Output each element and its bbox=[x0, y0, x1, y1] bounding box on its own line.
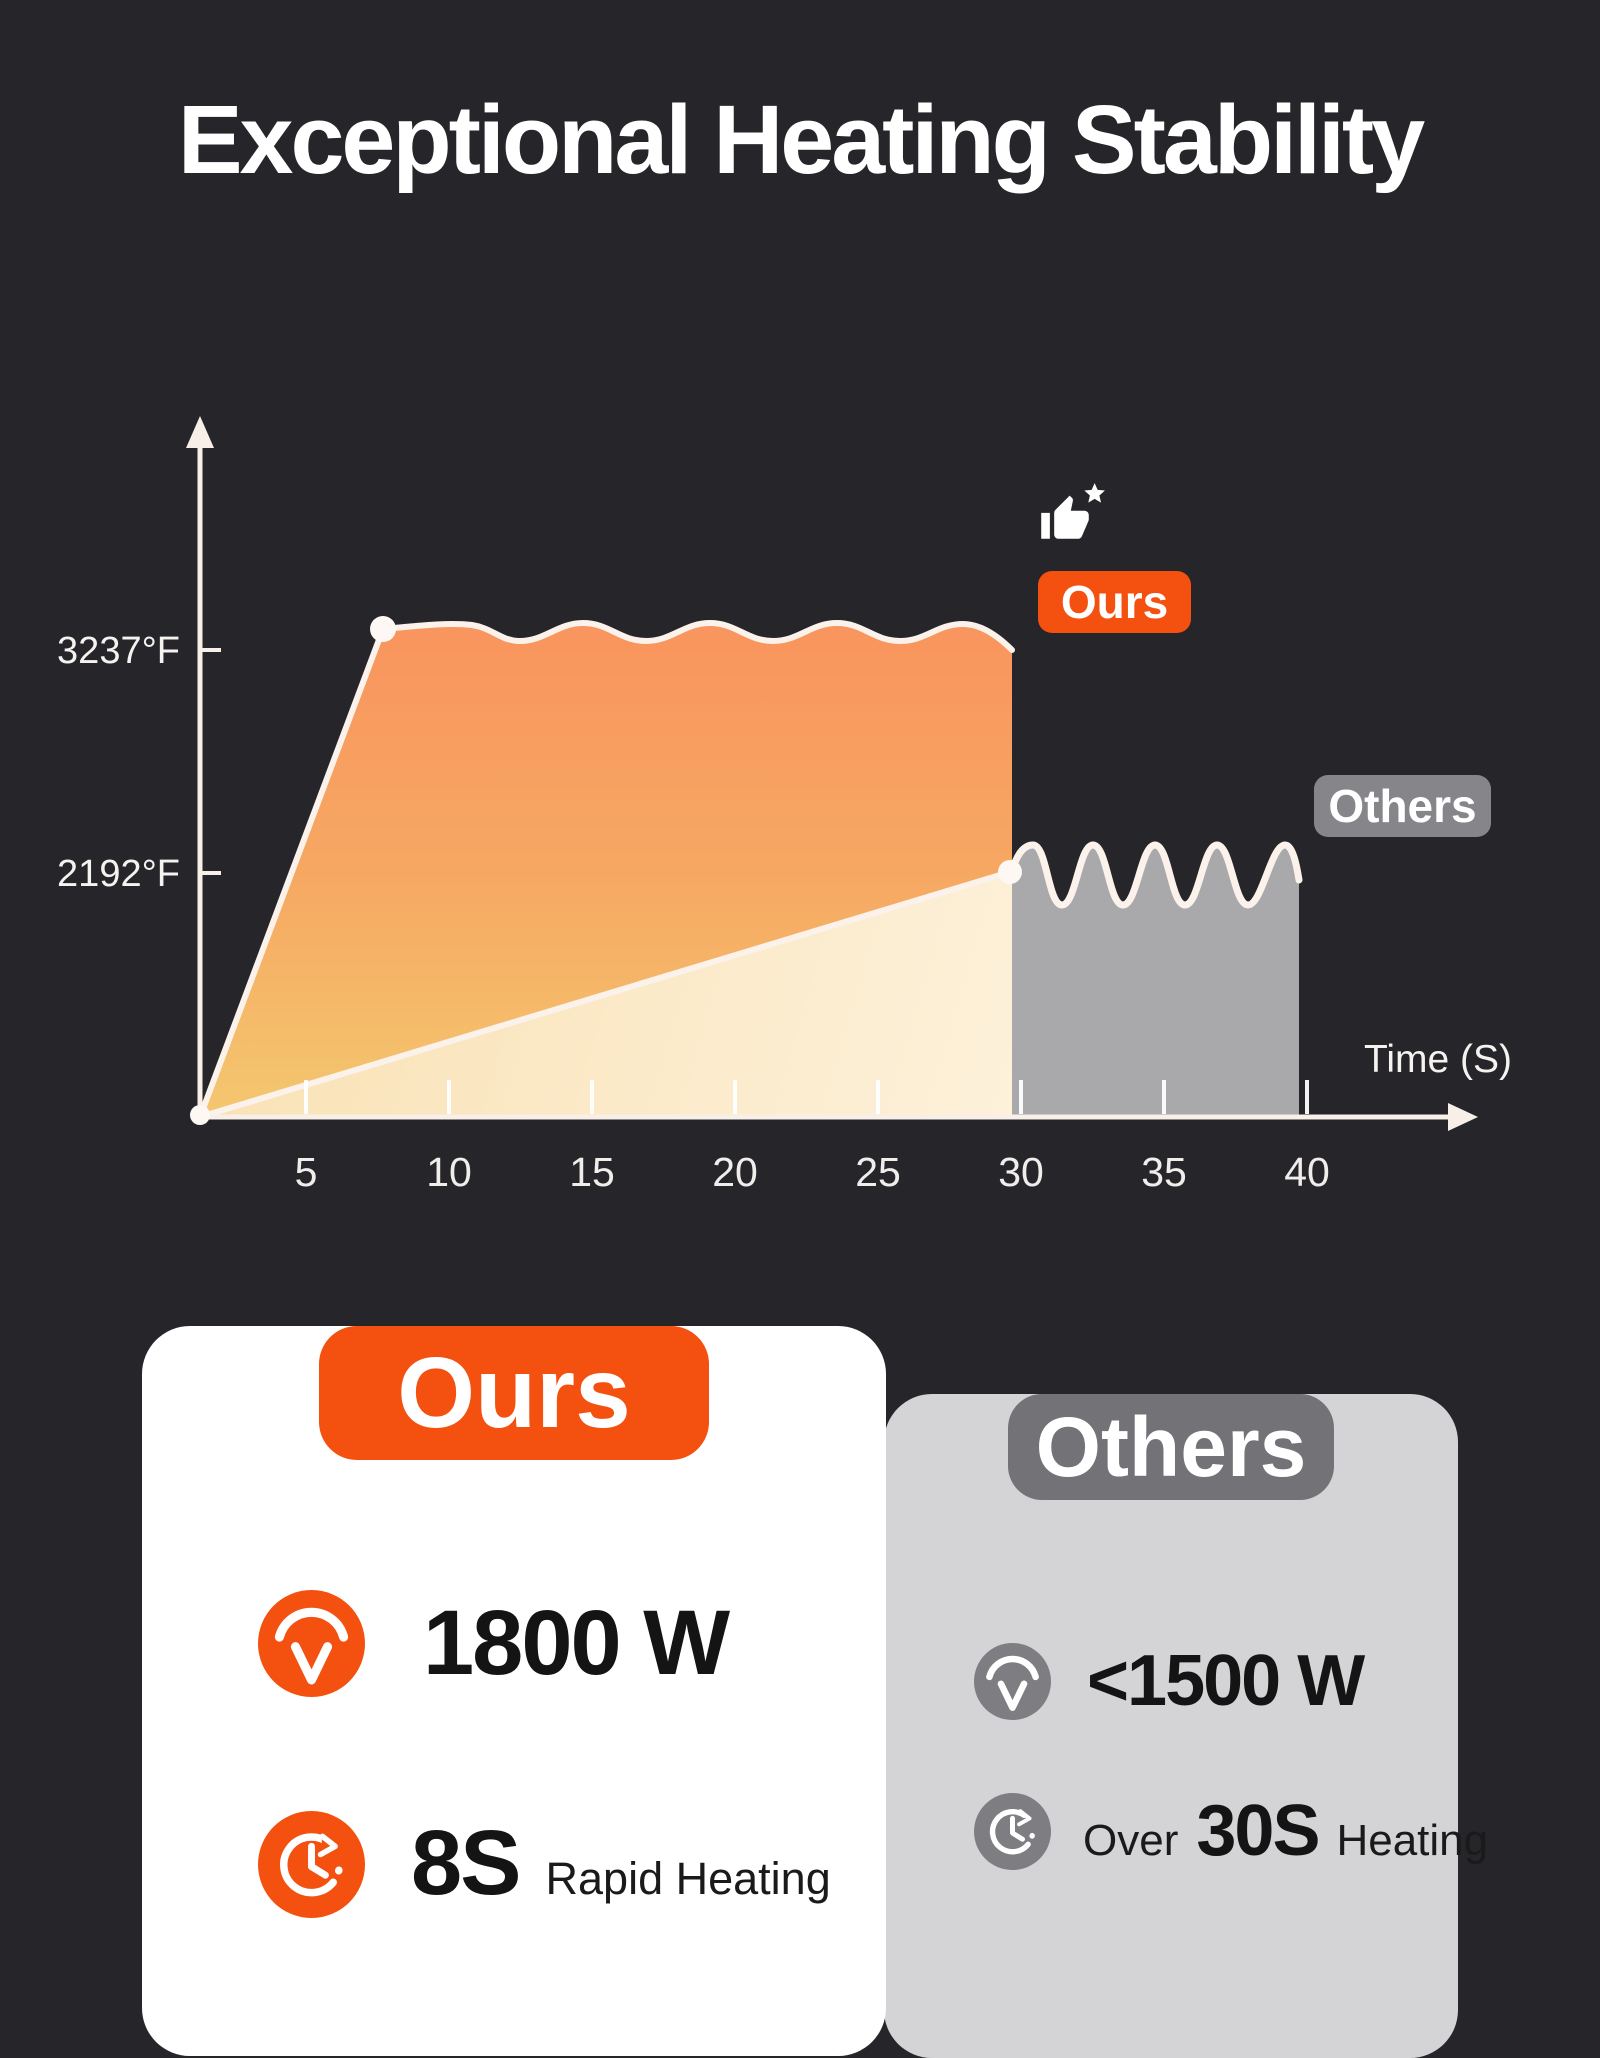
voltage-icon bbox=[974, 1642, 1051, 1720]
ours-card: Ours 1800 W 8S Rapid Heating bbox=[142, 1326, 886, 2056]
rapid-time-icon bbox=[974, 1792, 1051, 1870]
y-axis-arrow bbox=[186, 416, 214, 448]
others-oscillation-line bbox=[1008, 841, 1303, 909]
chart-others-badge: Others bbox=[1314, 775, 1491, 837]
others-time-suffix: Heating bbox=[1336, 1816, 1489, 1865]
others-peak-dot bbox=[998, 860, 1022, 884]
others-time-value: 30S bbox=[1196, 1791, 1320, 1871]
x-tick-label: 25 bbox=[855, 1149, 901, 1195]
x-axis-title: Time (S) bbox=[1364, 1038, 1512, 1081]
origin-dot bbox=[190, 1105, 210, 1125]
others-ramp-line bbox=[197, 869, 1013, 1120]
others-wattage-value: <1500 W bbox=[1087, 1641, 1365, 1721]
voltage-icon bbox=[258, 1590, 365, 1697]
others-time-prefix: Over bbox=[1083, 1816, 1179, 1865]
others-card: Others <1500 W Over 30S Heating bbox=[884, 1394, 1488, 2058]
x-tick-label: 5 bbox=[295, 1149, 318, 1195]
page-title: Exceptional Heating Stability bbox=[177, 85, 1425, 194]
ours-time-value: 8S bbox=[411, 1812, 522, 1914]
y-tick-label: 2192°F bbox=[57, 853, 180, 895]
x-tick-label: 20 bbox=[712, 1149, 758, 1195]
x-axis-arrow bbox=[1448, 1103, 1478, 1131]
ours-card-header: Ours bbox=[319, 1326, 709, 1460]
x-tick-label: 30 bbox=[998, 1149, 1044, 1195]
y-tick-label: 3237°F bbox=[57, 630, 180, 672]
ours-wattage-value: 1800 W bbox=[423, 1592, 730, 1694]
ours-peak-dot bbox=[370, 616, 396, 642]
x-tick-label: 10 bbox=[426, 1149, 472, 1195]
heating-stability-chart: 3237°F 2192°F 5 10 15 20 25 30 35 40 Tim… bbox=[57, 416, 1512, 1195]
others-oscillation-area bbox=[1012, 845, 1299, 1117]
rapid-time-icon bbox=[258, 1811, 365, 1918]
chart-ours-badge: Ours bbox=[1038, 571, 1191, 633]
x-tick-label: 15 bbox=[569, 1149, 615, 1195]
ours-time-caption: Rapid Heating bbox=[545, 1853, 831, 1904]
x-tick-label: 35 bbox=[1141, 1149, 1187, 1195]
ours-line bbox=[197, 620, 1015, 1120]
x-tick-label: 40 bbox=[1284, 1149, 1330, 1195]
thumbs-up-star-icon bbox=[1037, 481, 1107, 547]
others-card-header: Others bbox=[1008, 1394, 1334, 1500]
